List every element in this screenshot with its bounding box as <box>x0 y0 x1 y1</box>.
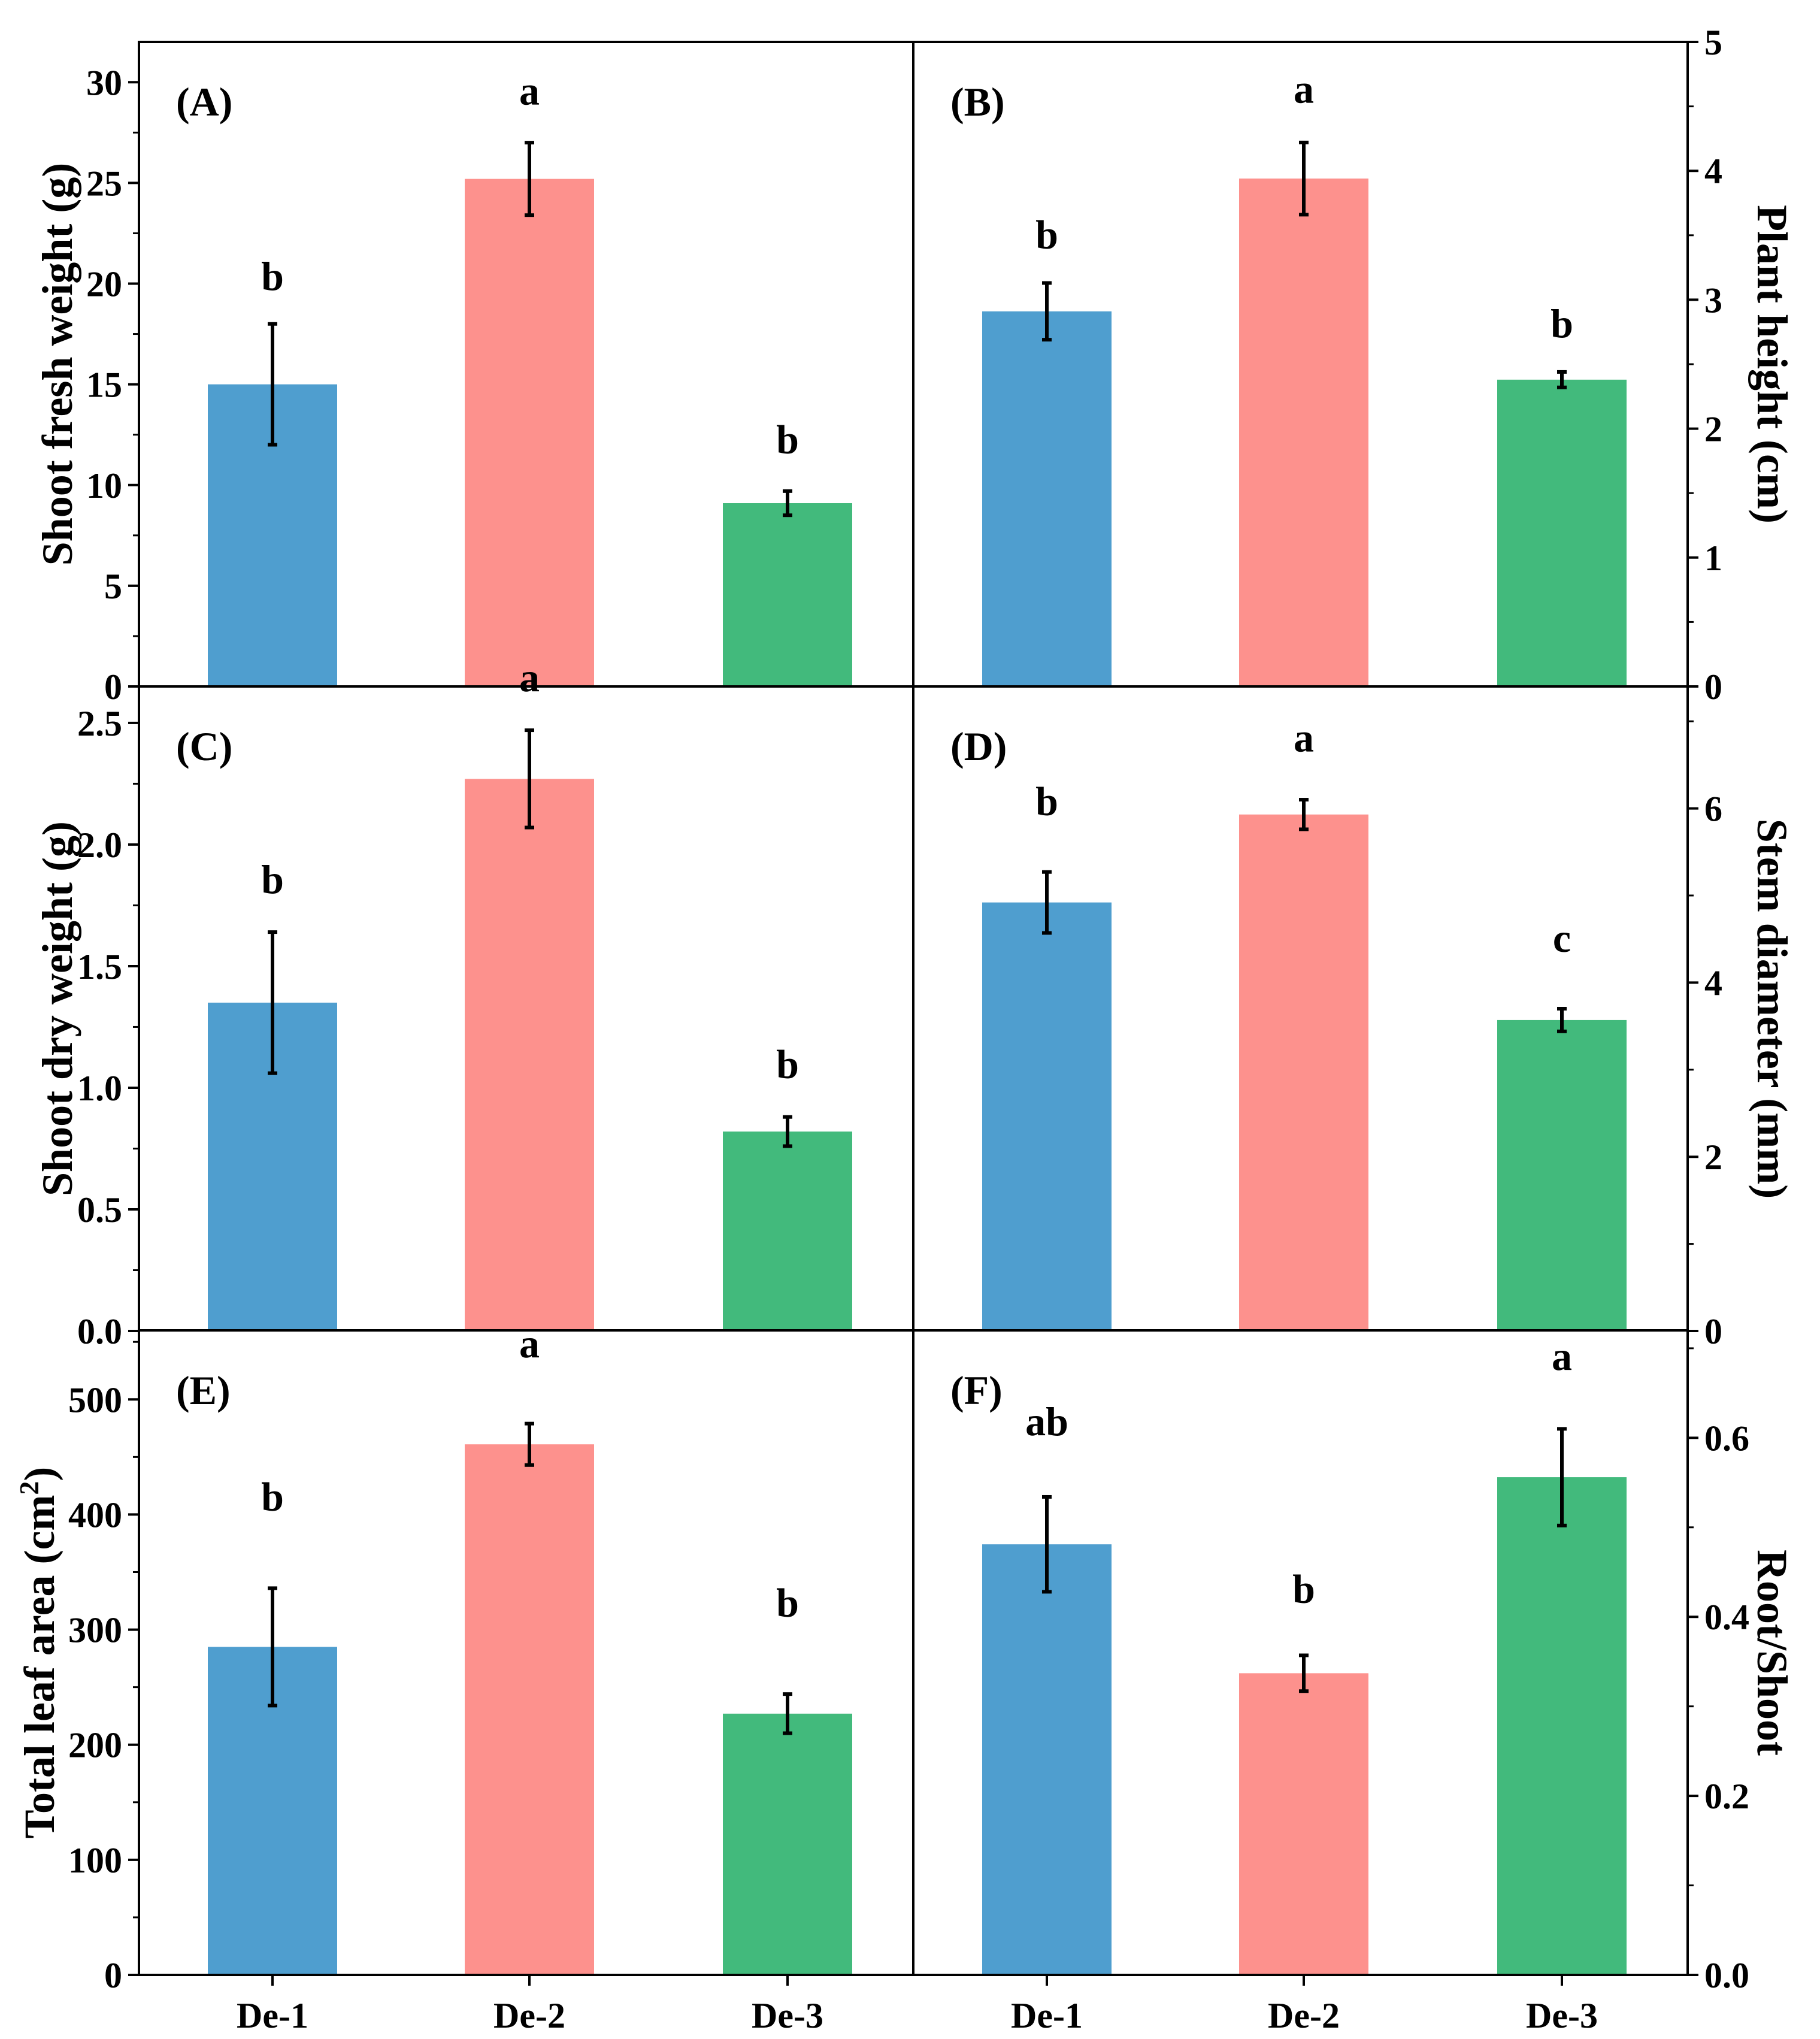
significance-letter: b <box>1035 778 1058 824</box>
y-axis-title: Shoot fresh weight (g) <box>34 163 81 566</box>
significance-letter: a <box>1294 715 1314 760</box>
y-tick-label: 5 <box>104 567 122 606</box>
panel-label: (C) <box>176 724 232 769</box>
y-tick-label: 3 <box>1704 280 1722 320</box>
y-tick-label: 1 <box>1704 539 1722 578</box>
x-category-label: De-1 <box>1011 1996 1083 2035</box>
x-category-label: De-3 <box>1526 1996 1598 2035</box>
bar-de-2 <box>465 179 594 686</box>
y-tick-label: 2.0 <box>77 825 122 865</box>
y-tick-label: 0.6 <box>1704 1418 1749 1458</box>
y-tick-label: 400 <box>68 1495 122 1535</box>
panel-label: (A) <box>176 79 232 125</box>
x-category-label: De-1 <box>237 1996 308 2035</box>
bar-de-2 <box>1239 1673 1368 1975</box>
y-axis-title: Total leaf area (cm2) <box>14 1467 63 1839</box>
y-axis-title: Stem diameter (mm) <box>1748 819 1796 1199</box>
panel-b: b a b 0 1 2 3 4 5 (B) Plant height (cm) <box>950 23 1796 707</box>
y-tick-label: 0.0 <box>77 1312 122 1351</box>
y-tick-label: 1.0 <box>77 1069 122 1108</box>
y-tick-label: 0 <box>1704 667 1722 707</box>
bar-de-1 <box>982 1544 1112 1975</box>
significance-letter: ab <box>1025 1399 1068 1444</box>
significance-letter: a <box>1552 1333 1572 1379</box>
y-tick-label: 0.4 <box>1704 1598 1749 1637</box>
x-category-label: De-2 <box>493 1996 565 2035</box>
significance-letter: b <box>776 1041 799 1087</box>
y-axis-title-main: Total leaf area (cm <box>16 1495 63 1839</box>
bar-de-2 <box>1239 814 1368 1331</box>
y-tick-label: 0 <box>1704 1312 1722 1351</box>
y-tick-label: 10 <box>86 466 122 506</box>
significance-letter: b <box>261 857 284 902</box>
y-tick-label: 2 <box>1704 410 1722 449</box>
bar-de-3 <box>723 1132 852 1331</box>
bar-de-2 <box>465 779 594 1331</box>
significance-letter: a <box>519 655 540 700</box>
y-axis-title-main: Stem diameter (mm) <box>1748 819 1796 1199</box>
significance-letter: c <box>1553 915 1571 961</box>
y-tick-label: 100 <box>68 1841 122 1880</box>
y-axis-title-tail: ) <box>16 1467 63 1481</box>
y-tick-label: 300 <box>68 1611 122 1650</box>
bar-de-2 <box>1239 179 1368 686</box>
y-tick-label: 4 <box>1704 963 1722 1003</box>
significance-letter: b <box>261 1474 284 1520</box>
y-tick-label: 0.5 <box>77 1190 122 1230</box>
x-category-label: De-2 <box>1268 1996 1340 2035</box>
y-tick-label: 0 <box>104 1956 122 1995</box>
panel-label: (D) <box>950 724 1007 769</box>
significance-letter: b <box>776 1580 799 1625</box>
y-tick-label: 500 <box>68 1380 122 1420</box>
y-tick-label: 25 <box>86 164 122 203</box>
significance-letter: b <box>1551 301 1573 346</box>
x-category-label: De-3 <box>752 1996 823 2035</box>
y-tick-label: 20 <box>86 265 122 304</box>
y-tick-label: 2 <box>1704 1138 1722 1177</box>
bar-de-3 <box>1497 379 1627 686</box>
bar-de-3 <box>1497 1477 1627 1975</box>
bar-de-3 <box>723 1713 852 1975</box>
y-axis-title-main: Root/Shoot <box>1748 1550 1796 1756</box>
y-tick-label: 1.5 <box>77 947 122 987</box>
y-tick-label: 0 <box>104 667 122 707</box>
panel-f: ab b a 0.0 0.2 0.4 0.6 (F) Root/Shoot De-1 De-2 De-… <box>950 1333 1796 2035</box>
y-tick-label: 0.0 <box>1704 1956 1749 1995</box>
significance-letter: b <box>1035 212 1058 258</box>
y-tick-label: 5 <box>1704 23 1722 62</box>
bar-de-2 <box>465 1444 594 1975</box>
significance-letter: b <box>1292 1566 1315 1611</box>
significance-letter: b <box>261 253 284 299</box>
bar-de-3 <box>1497 1019 1627 1331</box>
panel-label: (B) <box>950 79 1005 125</box>
panel-label: (E) <box>176 1368 231 1413</box>
bar-de-1 <box>982 902 1112 1331</box>
significance-letter: b <box>776 416 799 462</box>
y-tick-label: 30 <box>86 63 122 102</box>
y-tick-label: 4 <box>1704 152 1722 191</box>
y-axis-title: Plant height (cm) <box>1748 205 1796 524</box>
y-tick-label: 6 <box>1704 789 1722 829</box>
panel-c: b a b 0.0 0.5 1.0 1.5 2.0 2.5 (C) Shoot dry weight… <box>34 655 852 1351</box>
y-axis-title-superscript: 2 <box>14 1481 44 1495</box>
y-tick-label: 0.2 <box>1704 1777 1749 1816</box>
bar-de-3 <box>723 503 852 686</box>
y-axis-title: Shoot dry weight (g) <box>34 821 81 1196</box>
significance-letter: a <box>1294 66 1314 111</box>
panel-a: b a b 0 5 10 15 20 25 30 (A) Shoot fresh weight (g) <box>34 63 852 707</box>
panel-label: (F) <box>950 1368 1003 1413</box>
significance-letter: a <box>519 1321 540 1366</box>
y-axis-title-main: Shoot fresh weight (g) <box>34 163 81 566</box>
y-axis-title: Root/Shoot <box>1748 1550 1796 1756</box>
panel-d: b a c 0 2 4 6 (D) Stem diameter (mm) <box>950 715 1796 1351</box>
y-axis-title-main: Shoot dry weight (g) <box>34 821 81 1196</box>
significance-letter: a <box>519 68 540 114</box>
y-tick-label: 200 <box>68 1726 122 1765</box>
y-axis-title-main: Plant height (cm) <box>1748 205 1796 524</box>
y-tick-label: 15 <box>86 365 122 405</box>
panel-e: b a b 0 100 200 300 400 500 (E) Total leaf area (c… <box>14 1321 852 2035</box>
y-tick-label: 2.5 <box>77 704 122 743</box>
bar-de-1 <box>982 311 1112 686</box>
